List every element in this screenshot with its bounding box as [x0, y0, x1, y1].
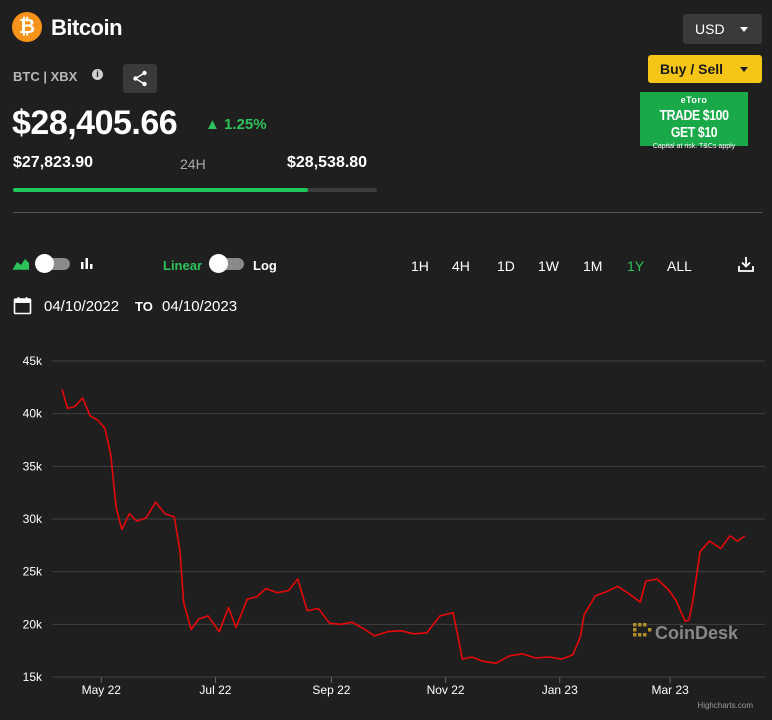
bitcoin-icon: ₿ [12, 12, 42, 42]
area-chart-icon[interactable] [12, 256, 30, 270]
range-all[interactable]: ALL [667, 258, 692, 274]
range-1m[interactable]: 1M [583, 258, 603, 274]
watermark-mark [638, 623, 642, 627]
date-from[interactable]: 04/10/2022 [44, 298, 120, 315]
y-tick-label: 15k [23, 670, 43, 684]
y-tick-label: 45k [23, 354, 43, 368]
bar-chart-icon[interactable] [80, 256, 94, 270]
download-icon[interactable] [737, 255, 755, 273]
buy-sell-label: Buy / Sell [660, 61, 724, 77]
watermark-mark [633, 633, 637, 637]
scale-toggle[interactable] [209, 254, 244, 273]
calendar-icon[interactable] [13, 296, 32, 315]
price-line[interactable] [61, 389, 746, 665]
currency-select[interactable]: USD [683, 14, 762, 44]
watermark-mark [643, 623, 647, 627]
share-icon [133, 70, 147, 87]
high-24h: $28,538.80 [287, 154, 368, 171]
toggle-knob [35, 254, 54, 273]
log-scale-label[interactable]: Log [253, 258, 277, 273]
range-bar-fill [13, 188, 308, 192]
range-1w[interactable]: 1W [538, 258, 559, 274]
watermark-mark [633, 623, 637, 627]
watermark-text: CoinDesk [655, 623, 739, 643]
etoro-ad[interactable]: eToro TRADE $100 GET $10 Capital at risk… [640, 92, 748, 150]
x-tick-label: Nov 22 [427, 683, 465, 697]
x-tick-label: Sep 22 [312, 683, 350, 697]
current-price: $28,405.66 [12, 104, 178, 142]
y-tick-label: 30k [23, 512, 43, 526]
watermark-mark [638, 633, 642, 637]
date-to[interactable]: 04/10/2023 [162, 298, 238, 315]
range-1d[interactable]: 1D [497, 258, 515, 274]
share-button[interactable] [123, 64, 157, 93]
price-chart[interactable]: 45k 40k 35k 30k 25k 20k 15k May 22 Jul 22 Sep 22… [0, 340, 772, 720]
coin-name: Bitcoin [51, 15, 123, 40]
coindesk-watermark: CoinDesk [633, 623, 739, 643]
x-tick-label: Jul 22 [199, 683, 231, 697]
currency-value: USD [695, 21, 725, 37]
range-4h[interactable]: 4H [452, 258, 470, 274]
y-tick-label: 25k [23, 565, 43, 579]
buy-sell-button[interactable]: Buy / Sell [648, 55, 762, 83]
y-tick-label: 20k [23, 617, 43, 631]
x-tick-label: Mar 23 [651, 683, 689, 697]
linear-scale-label[interactable]: Linear [163, 258, 203, 273]
range-1h[interactable]: 1H [411, 258, 429, 274]
range-bar [13, 188, 377, 192]
chart-type-toggle[interactable] [35, 254, 70, 273]
x-tick-label: May 22 [82, 683, 122, 697]
watermark-mark [648, 628, 652, 632]
toggle-knob [209, 254, 228, 273]
watermark-mark [633, 628, 637, 632]
range-label: 24H [180, 156, 206, 172]
trading-pair: BTC | XBX [13, 69, 78, 84]
range-1y[interactable]: 1Y [627, 258, 645, 274]
ad-disclaimer: Capital at risk. T&Cs apply [652, 143, 736, 150]
y-tick-label: 35k [23, 459, 43, 473]
x-tick-label: Jan 23 [542, 683, 578, 697]
ad-brand: eToro [680, 95, 708, 105]
low-24h: $27,823.90 [13, 154, 94, 171]
chevron-down-icon [740, 27, 748, 32]
price-change: ▲ 1.25% [205, 116, 267, 133]
ad-headline: TRADE $100 GET $10 [659, 107, 729, 141]
chevron-down-icon [740, 67, 748, 72]
watermark-mark [643, 633, 647, 637]
y-tick-label: 40k [23, 407, 43, 421]
divider [13, 212, 762, 213]
info-icon[interactable]: i [92, 69, 103, 80]
highcharts-credit: Highcharts.com [697, 701, 753, 710]
date-to-label: TO [135, 299, 153, 314]
